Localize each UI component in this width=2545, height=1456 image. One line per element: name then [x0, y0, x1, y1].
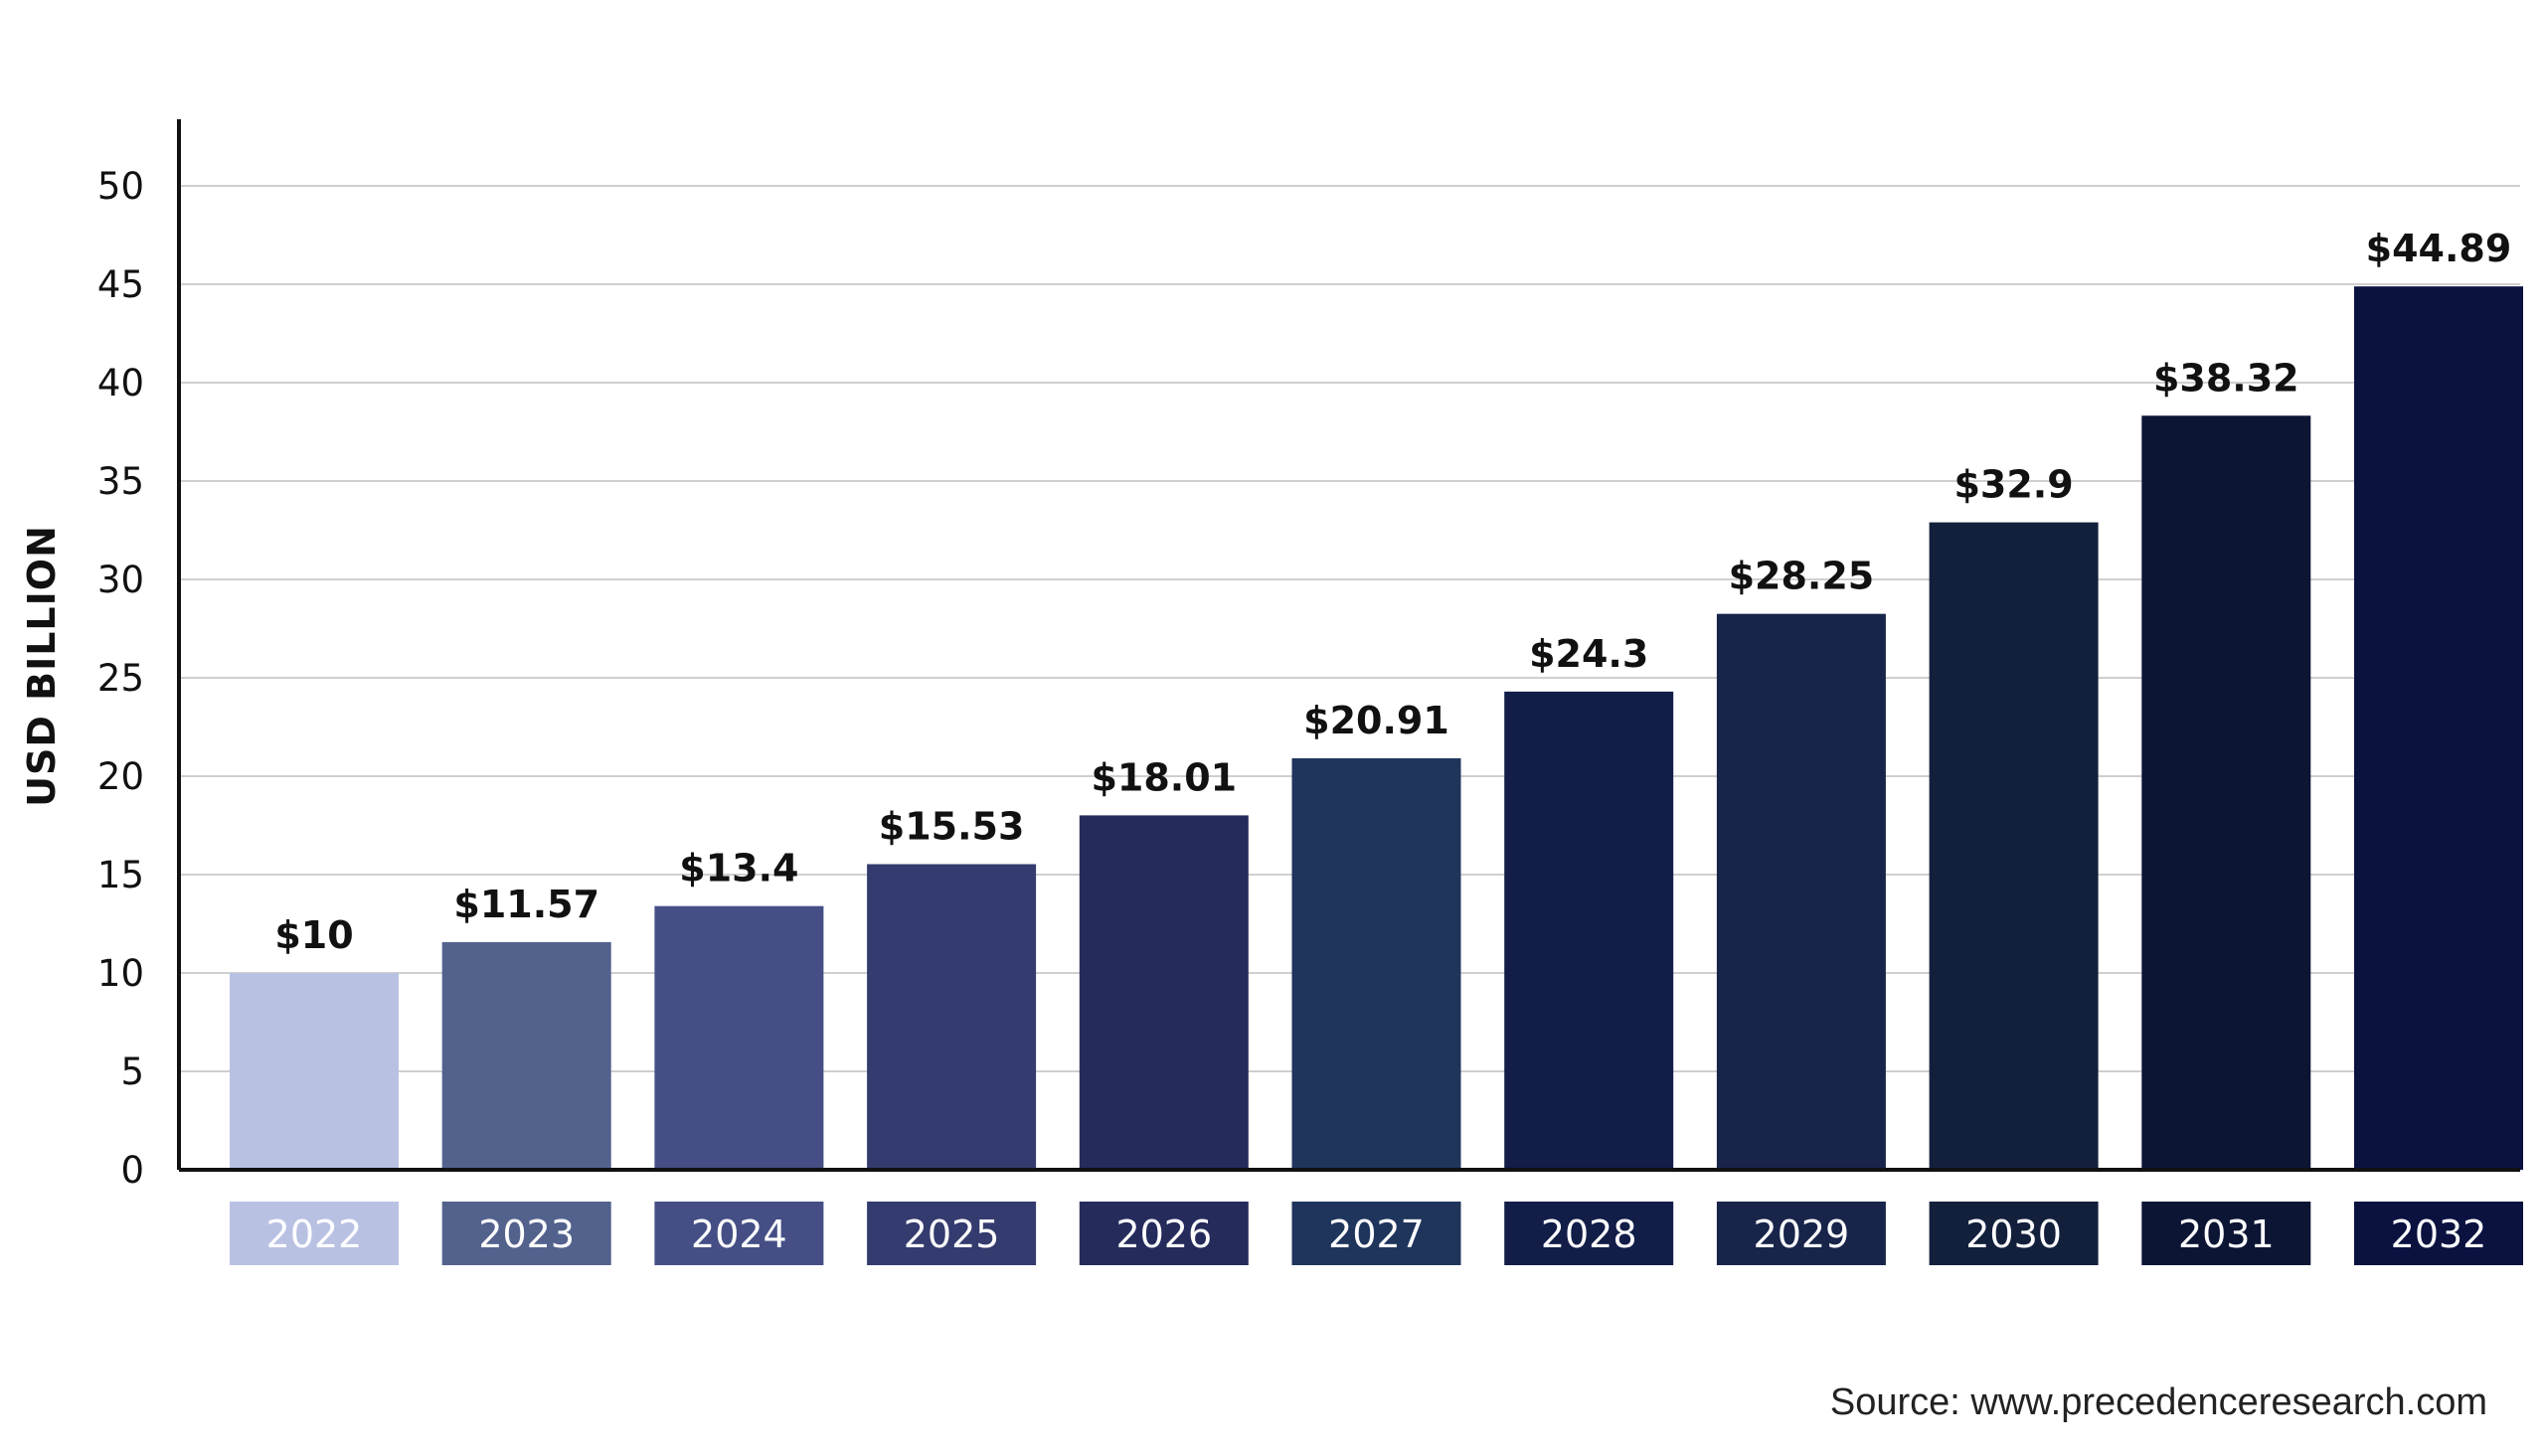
x-tick-label: 2030: [1965, 1213, 2062, 1256]
x-tick-label: 2025: [904, 1213, 1000, 1256]
y-axis-title: USD BILLION: [20, 525, 64, 807]
bar: [1079, 815, 1249, 1170]
data-label: $20.91: [1303, 699, 1449, 742]
bar: [1504, 691, 1674, 1170]
bar: [1929, 522, 2099, 1170]
x-tick-label: 2032: [2391, 1213, 2487, 1256]
source-note: Source: www.precedenceresearch.com: [1829, 1381, 2487, 1423]
x-tick-label: 2024: [691, 1213, 787, 1256]
data-label: $28.25: [1729, 555, 1875, 598]
y-tick-label: 30: [97, 559, 144, 601]
category-label-box: [654, 1202, 824, 1265]
category-label-box: [1929, 1202, 2099, 1265]
y-tick-labels: 0 5 10 15 20 25 30 35 40 45 50: [97, 165, 144, 1192]
y-tick-label: 25: [97, 657, 144, 700]
x-tick-label: 2022: [266, 1213, 363, 1256]
category-label-box: [867, 1202, 1037, 1265]
category-label-box: [1291, 1202, 1461, 1265]
bars: [230, 286, 2523, 1171]
bar: [441, 941, 611, 1170]
data-label: $18.01: [1091, 755, 1237, 799]
category-label-box: [230, 1202, 399, 1265]
data-label: $24.3: [1529, 632, 1648, 676]
x-tick-label: 2029: [1754, 1213, 1850, 1256]
data-label: $10: [274, 913, 353, 957]
x-tick-label: 2028: [1541, 1213, 1637, 1256]
category-label-box: [2141, 1202, 2311, 1265]
x-tick-label: 2027: [1328, 1213, 1425, 1256]
y-tick-label: 10: [97, 952, 144, 995]
bar: [2141, 415, 2311, 1170]
data-label: $38.32: [2153, 356, 2299, 400]
bar: [1716, 613, 1886, 1170]
y-tick-label: 50: [97, 165, 144, 208]
data-label: $13.4: [679, 847, 798, 890]
data-label: $11.57: [453, 883, 599, 926]
category-label-box: [1504, 1202, 1674, 1265]
bar: [230, 973, 399, 1170]
y-tick-label: 15: [97, 854, 144, 896]
x-tick-label: 2026: [1115, 1213, 1212, 1256]
category-label-box: [441, 1202, 611, 1265]
y-tick-label: 5: [120, 1051, 144, 1093]
bar: [2354, 286, 2523, 1171]
data-label: $44.89: [2366, 227, 2512, 270]
category-label-box: [1079, 1202, 1249, 1265]
category-label-box: [1716, 1202, 1886, 1265]
y-tick-label: 0: [120, 1149, 144, 1192]
bar: [867, 864, 1037, 1170]
x-tick-label: 2031: [2178, 1213, 2275, 1256]
axes: [177, 119, 2520, 1172]
y-tick-label: 20: [97, 755, 144, 798]
y-tick-label: 35: [97, 460, 144, 503]
data-label: $32.9: [1953, 463, 2073, 507]
category-label-box: [2354, 1202, 2523, 1265]
bar: [1291, 757, 1461, 1170]
x-tick-label: 2023: [478, 1213, 575, 1256]
data-label: $15.53: [879, 805, 1025, 849]
bar: [654, 905, 824, 1170]
value-labels: $10 $11.57 $13.4 $15.53 $18.01 $20.91 $24.3 $28…: [274, 227, 2511, 957]
category-labels: 2022 2023 2024 2025 2026 2027 2028 2029 2030 2031…: [230, 1202, 2523, 1265]
y-tick-label: 45: [97, 263, 144, 306]
y-tick-label: 40: [97, 362, 144, 404]
